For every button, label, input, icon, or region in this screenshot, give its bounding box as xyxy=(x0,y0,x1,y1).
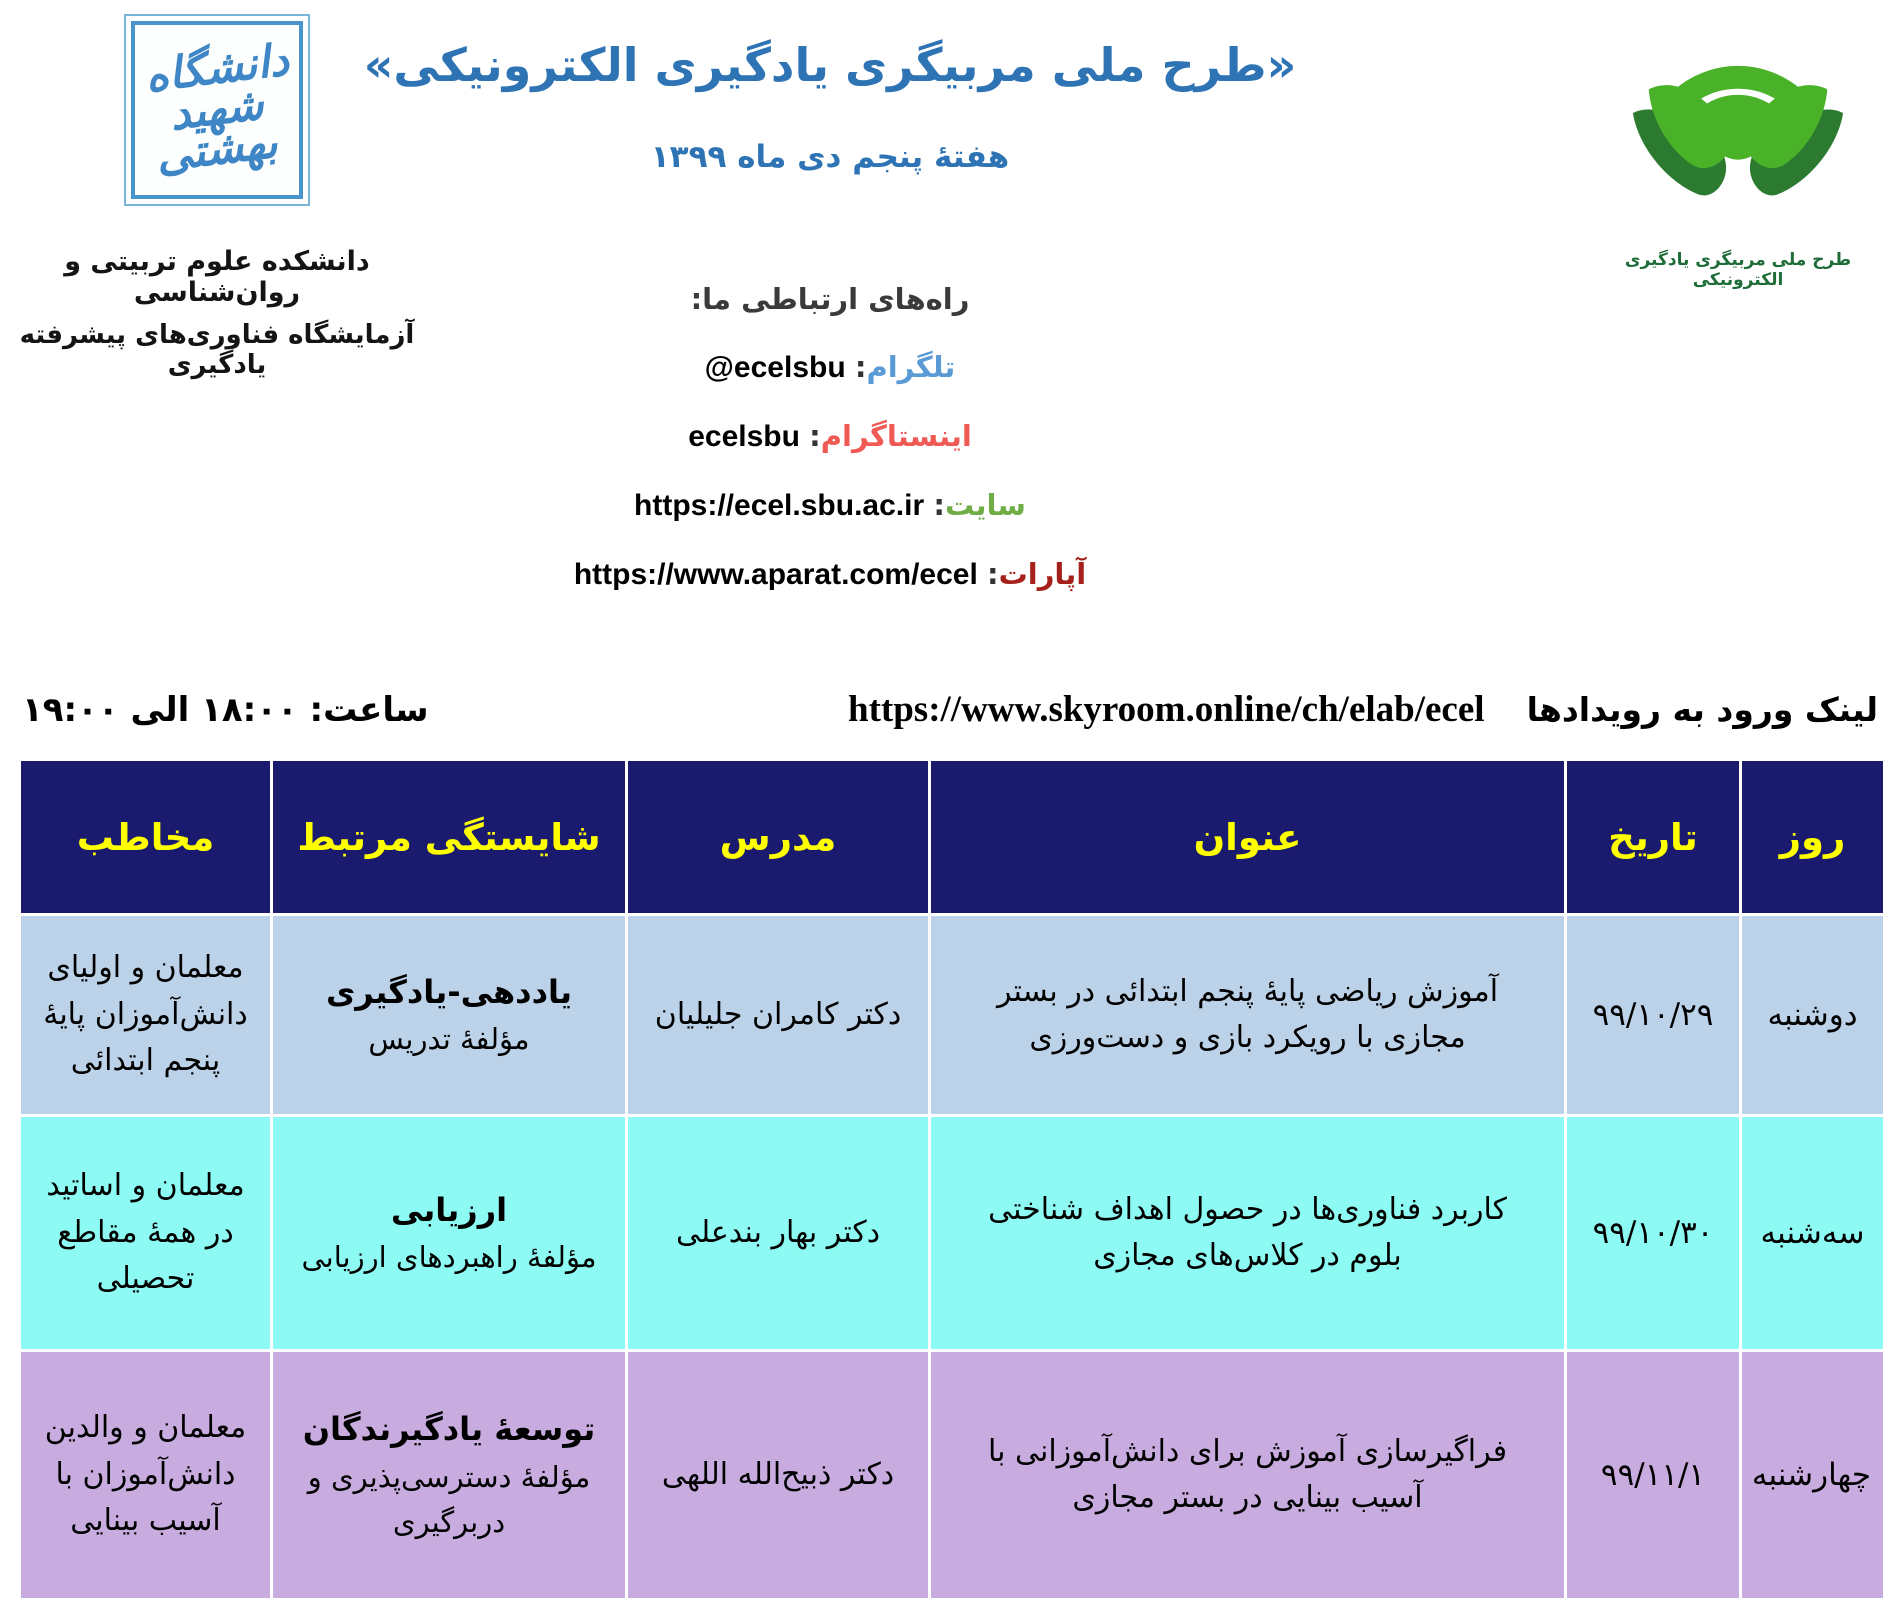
contact-line-telegram: تلگرام: @ecelsbu xyxy=(255,346,1405,389)
elearning-program-logo-icon xyxy=(1632,66,1844,196)
lab-name: آزمایشگاه فناوری‌های پیشرفته یادگیری xyxy=(19,320,415,380)
schedule-table: روز تاریخ عنوان مدرس شایستگی مرتبط مخاطب… xyxy=(18,758,1886,1601)
competency-main: یاددهی-یادگیری xyxy=(325,972,573,1011)
colon: : xyxy=(854,350,867,384)
cell-competency: ارزیابی مؤلفهٔ راهبردهای ارزیابی xyxy=(273,1117,625,1349)
competency-main: توسعهٔ یادگیرندگان xyxy=(302,1410,596,1449)
contact-line-instagram: اینستاگرام: ecelsbu xyxy=(255,415,1405,458)
cell-date: ۹۹/۱۰/۳۰ xyxy=(1567,1117,1739,1349)
session-time: ساعت: ۱۸:۰۰ الی ۱۹:۰۰ xyxy=(22,690,429,730)
event-link-group: https://www.skyroom.online/ch/elab/ecel … xyxy=(848,688,1878,731)
telegram-handle: @ecelsbu xyxy=(704,351,846,384)
website-label: سایت xyxy=(944,488,1026,522)
col-header-title: عنوان xyxy=(931,761,1564,913)
cell-title: کاربرد فناوری‌ها در حصول اهداف شناختی بل… xyxy=(931,1117,1564,1349)
event-link-label: لینک ورود به رویدادها xyxy=(1526,690,1878,729)
contact-heading: راه‌های ارتباطی ما: xyxy=(690,282,970,316)
cell-day: سه‌شنبه xyxy=(1742,1117,1883,1349)
cell-audience: معلمان و اولیای دانش‌آموزان پایهٔ پنجم ا… xyxy=(21,916,270,1114)
colon: : xyxy=(933,488,945,522)
cell-instructor: دکتر ذبیح‌الله اللهی xyxy=(628,1352,928,1598)
cell-competency: یاددهی-یادگیری مؤلفهٔ تدریس xyxy=(273,916,625,1114)
competency-main: ارزیابی xyxy=(390,1190,508,1229)
col-header-competency: شایستگی مرتبط xyxy=(273,761,625,913)
cell-date: ۹۹/۱۰/۲۹ xyxy=(1567,916,1739,1114)
cell-day: چهارشنبه xyxy=(1742,1352,1883,1598)
cell-audience: معلمان و اساتید در همهٔ مقاطع تحصیلی xyxy=(21,1117,270,1349)
competency-sub: مؤلفهٔ دسترسی‌پذیری و دربرگیری xyxy=(307,1459,591,1539)
col-header-day: روز xyxy=(1742,761,1883,913)
telegram-label: تلگرام xyxy=(866,350,956,384)
table-row: سه‌شنبه ۹۹/۱۰/۳۰ کاربرد فناوری‌ها در حصو… xyxy=(21,1117,1883,1349)
colon: : xyxy=(809,419,821,453)
cell-title: فراگیرسازی آموزش برای دانش‌آموزانی با آس… xyxy=(931,1352,1564,1598)
sbu-university-logo: دانشگاه شهید بهشتی xyxy=(124,14,310,206)
col-header-date: تاریخ xyxy=(1567,761,1739,913)
title-block: «طرح ملی مربیگری یادگیری الکترونیکی» هفت… xyxy=(255,28,1405,596)
cell-audience: معلمان و والدین دانش‌آموزان با آسیب بینا… xyxy=(21,1352,270,1598)
instagram-handle: ecelsbu xyxy=(688,420,800,453)
col-header-instructor: مدرس xyxy=(628,761,928,913)
colon: : xyxy=(987,557,999,591)
contact-line-website: سایت: https://ecel.sbu.ac.ir xyxy=(255,484,1405,527)
table-row: چهارشنبه ۹۹/۱۱/۱ فراگیرسازی آموزش برای د… xyxy=(21,1352,1883,1598)
contact-line-aparat: آپارات: https://www.aparat.com/ecel xyxy=(255,553,1405,596)
table-header-row: روز تاریخ عنوان مدرس شایستگی مرتبط مخاطب xyxy=(21,761,1883,913)
cell-instructor: دکتر بهار بندعلی xyxy=(628,1117,928,1349)
event-link-bar: ساعت: ۱۸:۰۰ الی ۱۹:۰۰ https://www.skyroo… xyxy=(22,688,1878,731)
aparat-url: https://www.aparat.com/ecel xyxy=(573,558,978,591)
sbu-logo-calligraphy: دانشگاه شهید بهشتی xyxy=(131,21,303,199)
university-block: دانشگاه شهید بهشتی دانشکده علوم تربیتی و… xyxy=(12,14,422,380)
cell-day: دوشنبه xyxy=(1742,916,1883,1114)
faculty-name: دانشکده علوم تربیتی و روان‌شناسی xyxy=(64,246,370,308)
program-logo-caption: طرح ملی مربیگری یادگیری الکترونیکی xyxy=(1624,250,1852,290)
competency-sub: مؤلفهٔ راهبردهای ارزیابی xyxy=(301,1240,597,1275)
page-subtitle: هفتهٔ پنجم دی ماه ۱۳۹۹ xyxy=(650,139,1010,175)
cell-title: آموزش ریاضی پایهٔ پنجم ابتدائی در بستر م… xyxy=(931,916,1564,1114)
skyroom-url: https://www.skyroom.online/ch/elab/ecel xyxy=(848,689,1485,730)
aparat-label: آپارات xyxy=(998,557,1087,591)
competency-sub: مؤلفهٔ تدریس xyxy=(368,1022,530,1057)
website-url: https://ecel.sbu.ac.ir xyxy=(634,489,925,522)
cell-instructor: دکتر کامران جلیلیان xyxy=(628,916,928,1114)
col-header-audience: مخاطب xyxy=(21,761,270,913)
page-title: «طرح ملی مربیگری یادگیری الکترونیکی» xyxy=(363,38,1297,92)
program-logo-block: طرح ملی مربیگری یادگیری الکترونیکی xyxy=(1598,8,1878,290)
table-row: دوشنبه ۹۹/۱۰/۲۹ آموزش ریاضی پایهٔ پنجم ا… xyxy=(21,916,1883,1114)
instagram-label: اینستاگرام xyxy=(820,419,972,453)
cell-date: ۹۹/۱۱/۱ xyxy=(1567,1352,1739,1598)
cell-competency: توسعهٔ یادگیرندگان مؤلفهٔ دسترسی‌پذیری و… xyxy=(273,1352,625,1598)
